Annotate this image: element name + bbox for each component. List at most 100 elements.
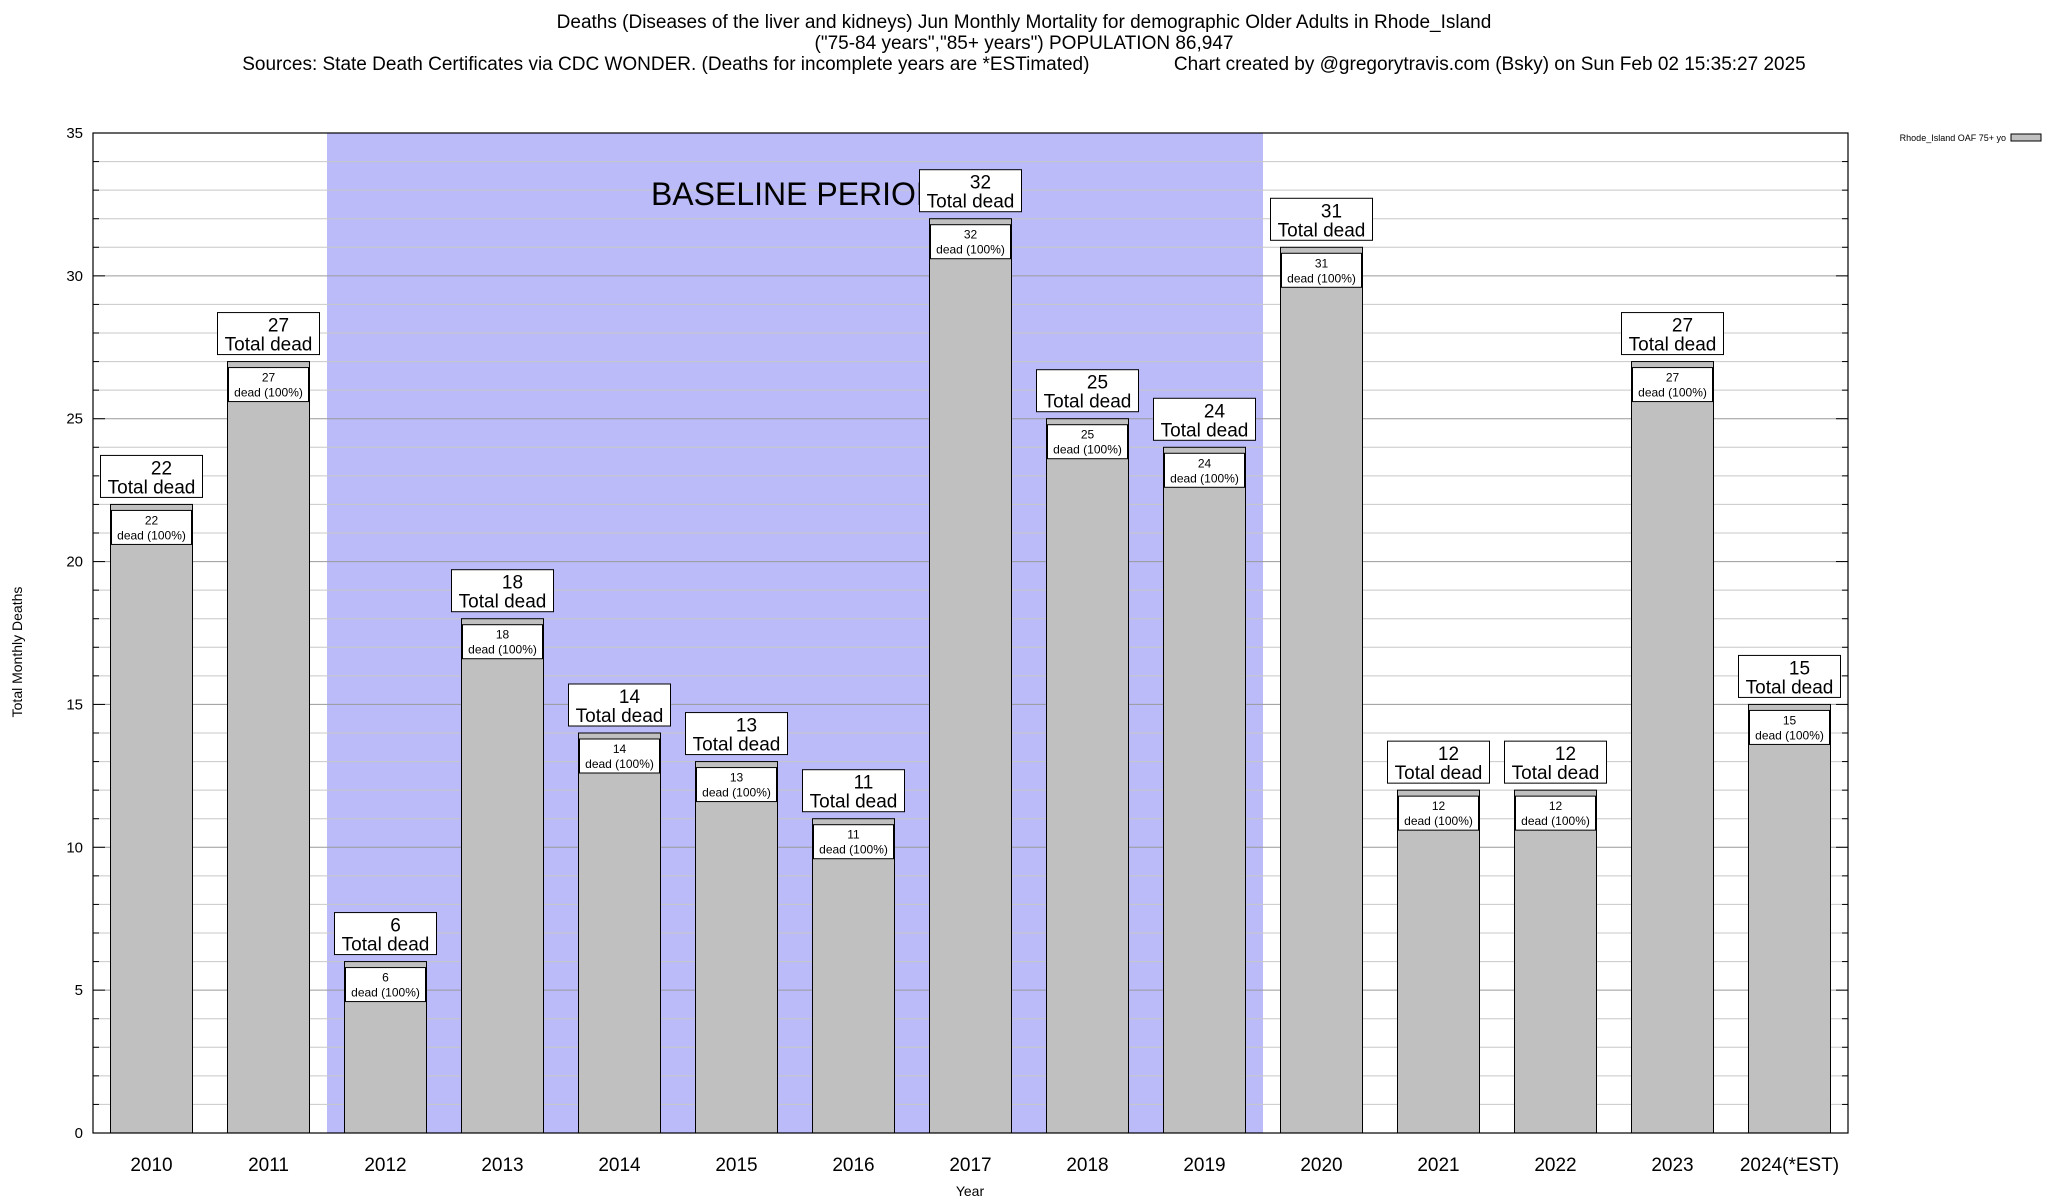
total-label-text: Total dead	[1395, 763, 1483, 784]
inner-label-value: 31	[1315, 256, 1329, 270]
total-label-text: Total dead	[1512, 763, 1600, 784]
total-label-text: Total dead	[927, 192, 1015, 213]
x-tick-label: 2021	[1417, 1155, 1459, 1176]
inner-label-text: dead (100%)	[1287, 271, 1356, 285]
bar	[227, 361, 310, 1134]
y-tick-label: 30	[66, 268, 83, 285]
inner-label-box	[1398, 795, 1479, 831]
baseline-period-label: BASELINE PERIOD	[651, 176, 939, 212]
total-label-box	[1504, 740, 1607, 784]
total-label-value: 12	[1438, 744, 1459, 765]
x-axis-title: Year	[956, 1183, 985, 1199]
x-tick-label: 2024(*EST)	[1740, 1155, 1839, 1176]
inner-label-text: dead (100%)	[1170, 471, 1239, 485]
total-label-box	[1738, 654, 1841, 698]
inner-label-box	[1047, 424, 1128, 460]
inner-label-text: dead (100%)	[234, 386, 303, 400]
total-label-text: Total dead	[342, 935, 430, 956]
bar	[1046, 418, 1129, 1134]
inner-label-text: dead (100%)	[1755, 728, 1824, 742]
y-tick-label: 0	[75, 1125, 83, 1142]
inner-label-text: dead (100%)	[585, 757, 654, 771]
inner-label-text: dead (100%)	[702, 786, 771, 800]
inner-label-box	[1281, 252, 1362, 288]
inner-label-box	[579, 738, 660, 774]
inner-label-box	[1515, 795, 1596, 831]
bar	[695, 761, 778, 1134]
bar	[578, 732, 661, 1134]
inner-label-text: dead (100%)	[819, 843, 888, 857]
inner-label-value: 12	[1549, 799, 1563, 813]
total-label-box	[685, 712, 788, 756]
inner-label-box	[696, 767, 777, 803]
total-label-text: Total dead	[1629, 335, 1717, 356]
y-tick-label: 20	[66, 554, 83, 571]
total-label-text: Total dead	[1161, 420, 1249, 441]
bar	[929, 218, 1012, 1134]
total-label-value: 27	[268, 316, 289, 337]
inner-label-box	[345, 967, 426, 1003]
inner-label-text: dead (100%)	[1404, 814, 1473, 828]
y-tick-label: 25	[66, 411, 83, 428]
chart-sources: Sources: State Death Certificates via CD…	[242, 54, 1806, 75]
total-label-box	[334, 912, 437, 956]
inner-label-text: dead (100%)	[1521, 814, 1590, 828]
inner-label-box	[228, 367, 309, 403]
x-tick-label: 2010	[130, 1155, 172, 1176]
x-tick-label: 2017	[949, 1155, 991, 1176]
inner-label-box	[1164, 452, 1245, 488]
total-label-text: Total dead	[1278, 220, 1366, 241]
legend-label: Rhode_Island OAF 75+ yo	[1900, 133, 2006, 143]
bar	[1280, 246, 1363, 1134]
legend-swatch	[2010, 133, 2042, 142]
bar	[1397, 789, 1480, 1134]
inner-label-text: dead (100%)	[1053, 443, 1122, 457]
bar	[1163, 446, 1246, 1134]
inner-label-value: 6	[382, 971, 389, 985]
total-label-value: 13	[736, 716, 757, 737]
total-label-value: 27	[1672, 316, 1693, 337]
total-label-text: Total dead	[693, 735, 781, 756]
total-label-value: 18	[502, 573, 523, 594]
total-label-value: 25	[1087, 373, 1108, 394]
inner-label-value: 14	[613, 742, 627, 756]
inner-label-value: 22	[145, 513, 159, 527]
total-label-box	[1153, 397, 1256, 441]
inner-label-text: dead (100%)	[936, 243, 1005, 257]
total-label-box	[1621, 312, 1724, 356]
bar	[461, 618, 544, 1134]
total-label-box	[1036, 369, 1139, 413]
inner-label-text: dead (100%)	[117, 528, 186, 542]
total-label-value: 11	[854, 773, 874, 794]
total-label-box	[568, 683, 671, 727]
inner-label-text: dead (100%)	[468, 643, 537, 657]
y-tick-label: 15	[66, 696, 83, 713]
total-label-value: 12	[1555, 744, 1576, 765]
total-label-value: 31	[1321, 201, 1342, 222]
inner-label-value: 13	[730, 771, 744, 785]
total-label-value: 32	[970, 173, 991, 194]
x-tick-label: 2020	[1300, 1155, 1342, 1176]
x-tick-label: 2011	[248, 1155, 289, 1176]
inner-label-box	[813, 824, 894, 860]
total-label-text: Total dead	[108, 477, 196, 498]
total-label-value: 22	[151, 458, 172, 479]
inner-label-value: 18	[496, 628, 510, 642]
total-label-text: Total dead	[1746, 677, 1834, 698]
bar	[812, 818, 895, 1134]
total-label-box	[919, 169, 1022, 213]
total-label-text: Total dead	[576, 706, 664, 727]
y-axis-title: Total Monthly Deaths	[9, 587, 25, 718]
inner-label-box	[111, 509, 192, 545]
total-label-value: 15	[1789, 658, 1810, 679]
plot-frame	[92, 132, 1849, 1134]
total-label-text: Total dead	[1044, 392, 1132, 413]
bar	[1514, 789, 1597, 1134]
inner-label-box	[1749, 709, 1830, 745]
y-tick-label: 5	[75, 982, 83, 999]
inner-label-box	[1632, 367, 1713, 403]
x-tick-label: 2023	[1651, 1155, 1693, 1176]
inner-label-value: 12	[1432, 799, 1446, 813]
y-tick-label: 35	[66, 125, 83, 142]
